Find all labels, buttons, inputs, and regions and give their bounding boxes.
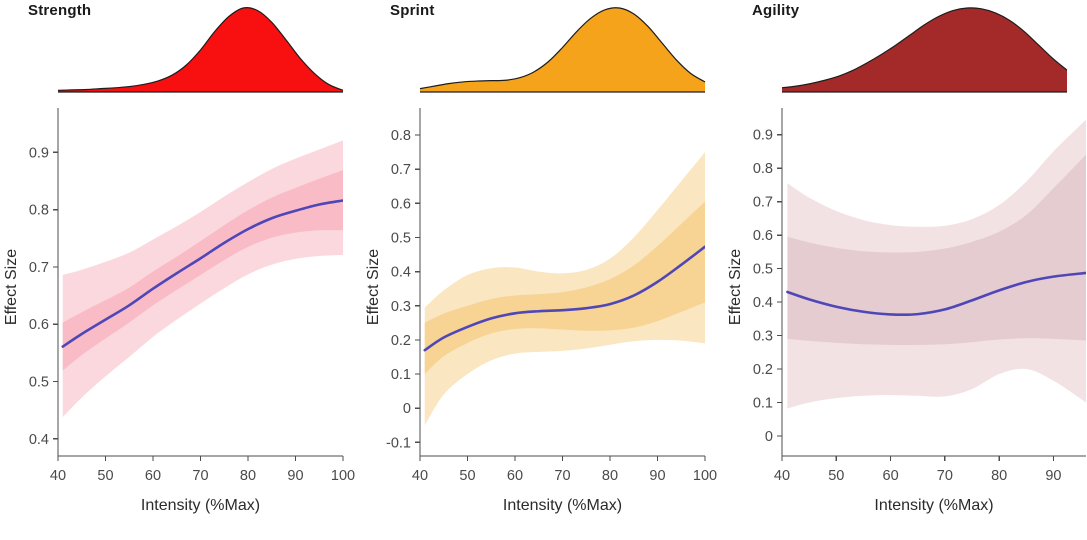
- y-tick-label: 0.9: [753, 128, 773, 144]
- density-plot-strength: [57, 7, 344, 93]
- x-tick-label: 50: [97, 468, 113, 484]
- density-plot-sprint: [419, 7, 706, 93]
- effect-size-plot-strength: 0.4 0.5 0.6 0.7 0.8 0.9 40 50 60 70 80 90 100 Intensi…: [3, 108, 355, 514]
- x-tick-label: 50: [459, 468, 475, 484]
- y-tick-label: 0.2: [391, 333, 411, 349]
- y-tick-label: 0.3: [391, 299, 411, 315]
- x-tick-label: 70: [192, 468, 208, 484]
- y-tick-label: 0.9: [29, 145, 49, 161]
- y-tick-label: 0.8: [391, 128, 411, 144]
- x-tick-label: 80: [602, 468, 618, 484]
- x-axis-title: Intensity (%Max): [503, 497, 622, 514]
- y-tick-label: 0.4: [391, 265, 411, 281]
- y-axis-title: Effect Size: [727, 249, 744, 325]
- x-tick-label: 80: [240, 468, 256, 484]
- y-tick-label: 0: [765, 429, 773, 445]
- y-tick-label: 0.1: [753, 395, 773, 411]
- y-tick-label: 0.5: [29, 375, 49, 391]
- y-tick-label: 0.2: [753, 362, 773, 378]
- y-tick-label: 0.7: [391, 162, 411, 178]
- y-tick-label: 0.6: [391, 196, 411, 212]
- panel-sprint: Sprint -0.1 0 0.1 0.2 0.3 0.4 0.5 0.6 0.7 0.8 40 50…: [362, 0, 724, 540]
- panel-title-strength: Strength: [28, 2, 92, 19]
- y-tick-label: 0.8: [29, 203, 49, 219]
- y-tick-label: 0.3: [753, 329, 773, 345]
- x-tick-label: 90: [1045, 468, 1061, 484]
- y-tick-label: 0.6: [29, 317, 49, 333]
- x-tick-label: 100: [331, 468, 355, 484]
- density-plot-agility: [781, 7, 1068, 93]
- y-tick-label: 0.1: [391, 367, 411, 383]
- y-tick-label: 0: [403, 401, 411, 417]
- panel-title-agility: Agility: [752, 2, 800, 19]
- x-tick-label: 60: [883, 468, 899, 484]
- x-axis-title: Intensity (%Max): [874, 497, 993, 514]
- y-tick-label: 0.8: [753, 161, 773, 177]
- y-tick-label: 0.7: [753, 195, 773, 211]
- y-tick-label: 0.6: [753, 228, 773, 244]
- x-tick-label: 80: [991, 468, 1007, 484]
- x-tick-label: 40: [774, 468, 790, 484]
- x-tick-label: 40: [412, 468, 428, 484]
- panel-strength: Strength 0.4 0.5 0.6 0.7 0.8 0.9 40 50 60 70 80 90 1…: [0, 0, 362, 540]
- y-tick-label: 0.5: [753, 262, 773, 278]
- y-axis-title: Effect Size: [3, 249, 20, 325]
- x-tick-label: 60: [145, 468, 161, 484]
- y-tick-label: 0.7: [29, 260, 49, 276]
- x-tick-label: 50: [828, 468, 844, 484]
- x-tick-label: 100: [693, 468, 717, 484]
- y-tick-label: 0.4: [29, 432, 49, 448]
- effect-size-plot-sprint: -0.1 0 0.1 0.2 0.3 0.4 0.5 0.6 0.7 0.8 40 50 60 70 80 9…: [365, 108, 717, 514]
- panel-agility: Agility 0 0.1 0.2 0.3 0.4 0.5 0.6 0.7 0.8 0.9 40 50…: [724, 0, 1086, 540]
- x-tick-label: 70: [554, 468, 570, 484]
- effect-size-plot-agility: 0 0.1 0.2 0.3 0.4 0.5 0.6 0.7 0.8 0.9 40 50 60 70 80 90…: [727, 108, 1086, 514]
- x-tick-label: 60: [507, 468, 523, 484]
- y-tick-label: 0.5: [391, 230, 411, 246]
- x-axis-title: Intensity (%Max): [141, 497, 260, 514]
- x-tick-label: 40: [50, 468, 66, 484]
- y-tick-label: -0.1: [386, 435, 411, 451]
- y-tick-label: 0.4: [753, 295, 773, 311]
- x-tick-label: 70: [937, 468, 953, 484]
- x-tick-label: 90: [649, 468, 665, 484]
- y-axis-title: Effect Size: [365, 249, 382, 325]
- x-tick-label: 90: [287, 468, 303, 484]
- panel-title-sprint: Sprint: [390, 2, 435, 19]
